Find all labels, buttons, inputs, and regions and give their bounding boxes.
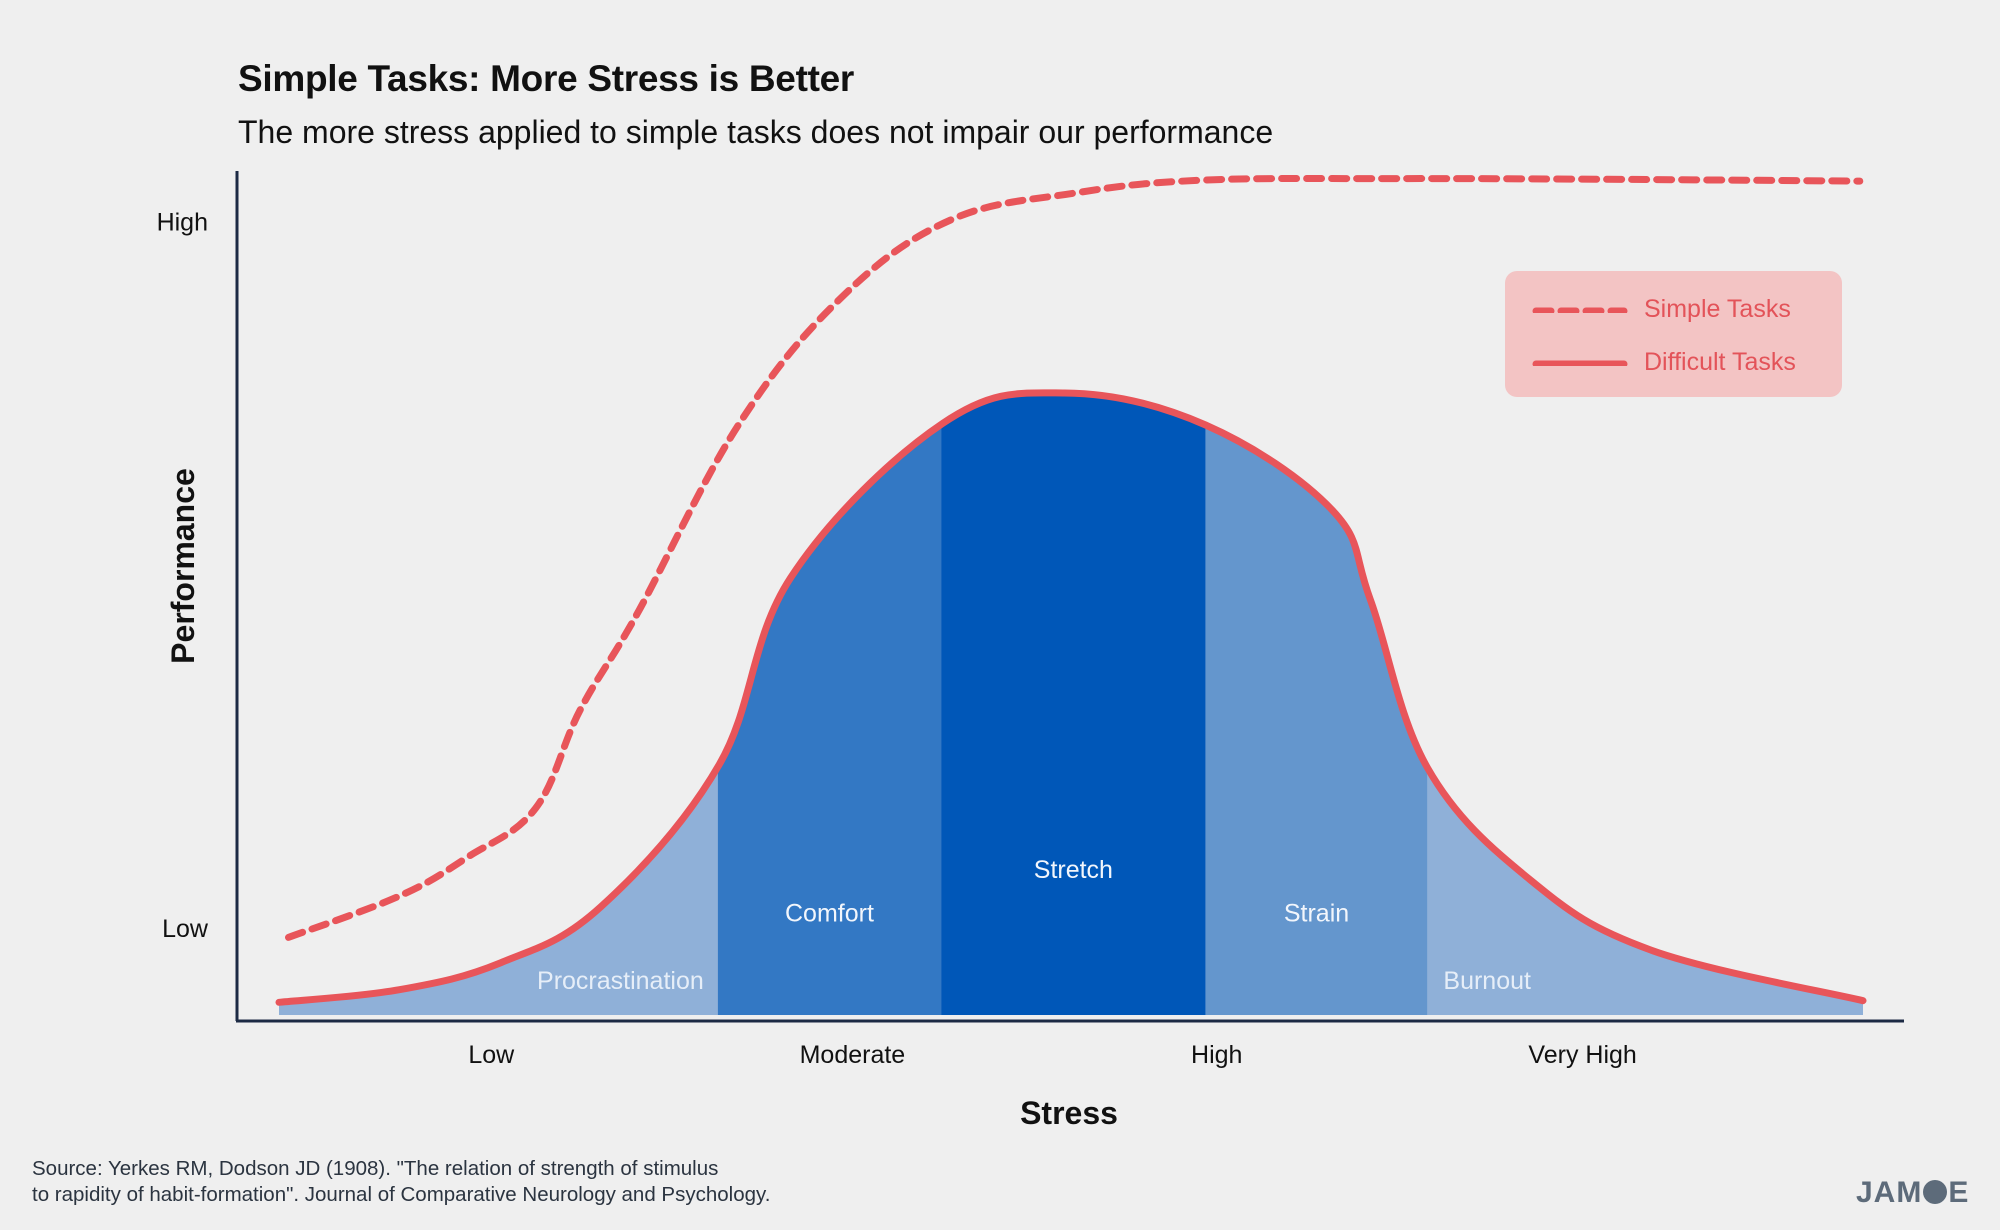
solid-line-icon — [1532, 360, 1628, 366]
x-tick-labels: Low Moderate High Very High — [468, 1041, 1637, 1069]
logo-circle-icon — [1923, 1180, 1948, 1204]
zone-label-comfort: Comfort — [785, 900, 874, 928]
zone-strain — [1205, 392, 1428, 1015]
legend-label: Difficult Tasks — [1644, 348, 1796, 376]
logo-text: E — [1948, 1176, 1970, 1209]
x-tick-label: Moderate — [800, 1041, 906, 1069]
x-tick-label: Low — [468, 1041, 515, 1069]
zone-label-burnout: Burnout — [1443, 967, 1531, 995]
x-axis-label: Stress — [1020, 1095, 1118, 1131]
zone-labels: Procrastination Comfort Stretch Strain Burno… — [537, 856, 1531, 995]
chart-subtitle: The more stress applied to simple tasks … — [238, 114, 1274, 150]
brand-logo: JAM E — [1856, 1176, 1969, 1210]
zone-label-stretch: Stretch — [1034, 856, 1113, 884]
zone-stretch — [941, 392, 1206, 1015]
y-tick-labels: High Low — [157, 209, 209, 943]
series-simple-tasks — [285, 174, 1864, 941]
series-difficult-tasks — [275, 389, 1867, 1006]
chart-title: Simple Tasks: More Stress is Better — [238, 58, 855, 99]
zone-comfort — [717, 392, 942, 1015]
legend-item-difficult-tasks: Difficult Tasks — [1532, 348, 1796, 377]
source-line: to rapidity of habit-formation". Journal… — [32, 1183, 771, 1206]
dashed-line-icon — [1532, 307, 1628, 313]
source-citation: Source: Yerkes RM, Dodson JD (1908). "Th… — [32, 1156, 770, 1208]
y-tick-label: High — [157, 209, 208, 237]
y-axis-label: Performance — [165, 468, 201, 664]
zone-label-procrastination: Procrastination — [537, 967, 704, 995]
source-line: Source: Yerkes RM, Dodson JD (1908). "Th… — [32, 1157, 719, 1180]
legend-label: Simple Tasks — [1644, 295, 1791, 323]
x-tick-label: High — [1191, 1041, 1242, 1069]
zone-label-strain: Strain — [1284, 900, 1349, 928]
x-tick-label: Very High — [1528, 1041, 1636, 1069]
legend-item-simple-tasks: Simple Tasks — [1532, 295, 1791, 324]
legend: Simple Tasks Difficult Tasks — [1505, 271, 1842, 397]
y-tick-label: Low — [162, 915, 209, 943]
logo-text: JAM — [1856, 1176, 1923, 1209]
